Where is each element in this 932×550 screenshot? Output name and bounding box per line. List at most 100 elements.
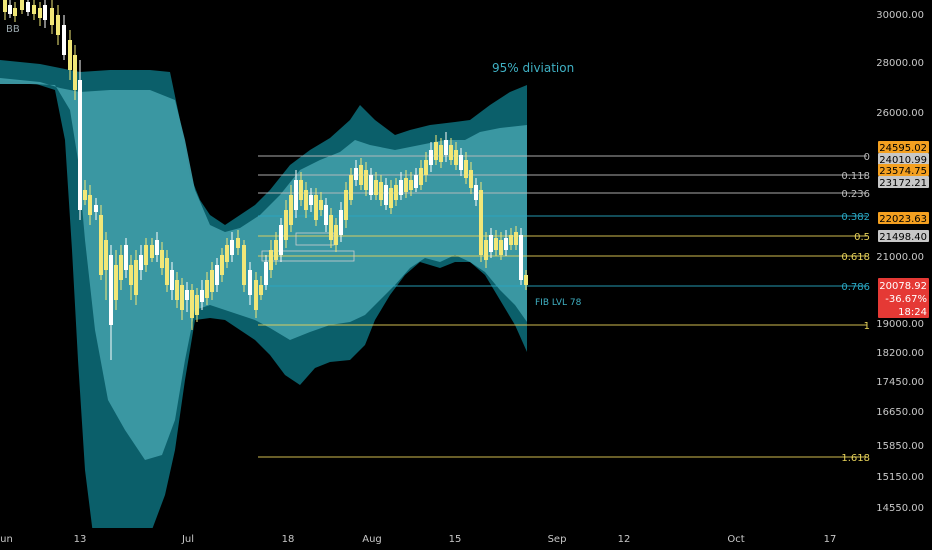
candle-body [524,275,528,285]
candle-body [429,150,433,165]
candle-body [129,265,133,285]
candle-countdown: 18:24 [898,307,927,318]
candle-body [499,240,503,255]
time-axis-label: Aug [362,534,382,545]
candle-body [185,290,189,300]
candle-body [434,142,438,160]
time-axis-label: Jun [0,534,13,545]
price-axis-panel [876,0,932,550]
candle-body [50,8,54,25]
candle-body [299,180,303,200]
price-axis-label: 17450.00 [876,377,924,388]
candle-body [124,245,128,270]
candle-body [3,0,7,12]
candle-body [274,240,278,260]
candle-body [324,205,328,225]
candle-body [88,195,92,215]
price-tag-label: 22023.63 [879,214,927,225]
candle-body [134,260,138,295]
candle-body [26,2,30,12]
candle-body [165,258,169,285]
price-tag [878,212,929,224]
price-tag-label: 21498.40 [879,232,927,243]
candle-body [236,238,240,248]
candle-body [248,270,252,295]
candle-body [464,160,468,178]
candle-body [399,180,403,195]
candle-body [144,245,148,265]
candle-body [114,265,118,300]
candle-body [13,8,17,16]
candle-body [289,195,293,225]
candle-body [220,255,224,275]
candle-body [459,155,463,170]
last-price-change: -36.67% [885,294,927,305]
price-axis-label: 30000.00 [876,10,924,21]
price-axis-label: 21000.00 [876,252,924,263]
price-tag [878,153,929,165]
fib-level-label: 0.382 [841,212,870,223]
candle-body [180,285,184,310]
price-tag-label: 23574.75 [879,166,927,177]
candle-body [62,25,66,55]
price-tag [878,230,929,242]
candle-body [494,238,498,250]
price-tag [878,164,929,176]
time-axis-label: Jul [181,534,194,545]
candle-body [56,15,60,35]
candle-body [354,168,358,180]
candle-body [43,5,47,20]
candle-body [449,145,453,160]
candle-body [139,255,143,270]
candle-body [20,0,24,10]
candle-body [32,5,36,14]
candle-body [215,265,219,285]
candle-body [394,185,398,200]
fib-level-label: 1.618 [841,453,870,464]
time-axis-panel [0,528,932,550]
candle-body [439,145,443,162]
candle-body [83,190,87,200]
candle-body [38,8,42,18]
candle-body [155,240,159,255]
candle-body [424,160,428,175]
candle-body [374,180,378,195]
time-axis-label: 17 [824,534,837,545]
candle-body [454,150,458,165]
last-price-value: 20078.92 [879,281,927,292]
candle-body [509,235,513,245]
candle-body [489,235,493,252]
candle-body [334,225,338,245]
fib-level-label: 0.5 [854,232,870,243]
candle-body [364,170,368,190]
price-axis-label: 18200.00 [876,348,924,359]
candle-body [304,190,308,210]
inner-deviation-band [0,78,527,460]
time-axis-label: 13 [74,534,87,545]
fib-level-label: 0 [864,152,870,163]
price-tag-label: 23172.21 [879,178,927,189]
candle-body [242,245,246,285]
candle-body [469,170,473,188]
candle-body [279,225,283,255]
range-box [261,250,355,262]
candle-body [309,195,313,205]
candle-body [404,178,408,192]
candle-body [409,180,413,190]
candle-body [259,285,263,295]
candle-body [389,188,393,208]
price-tag-label: 24595.02 [879,143,927,154]
time-axis-label: 12 [618,534,631,545]
price-tag-label: 24010.99 [879,155,927,166]
candle-body [150,245,154,258]
fib-level-note: FIB LVL 78 [535,298,582,308]
candle-body [474,185,478,200]
candle-body [344,190,348,220]
candle-body [349,175,353,200]
candle-body [170,270,174,290]
time-axis-label: Sep [548,534,567,545]
price-axis-label: 19000.00 [876,319,924,330]
candle-body [104,240,108,270]
